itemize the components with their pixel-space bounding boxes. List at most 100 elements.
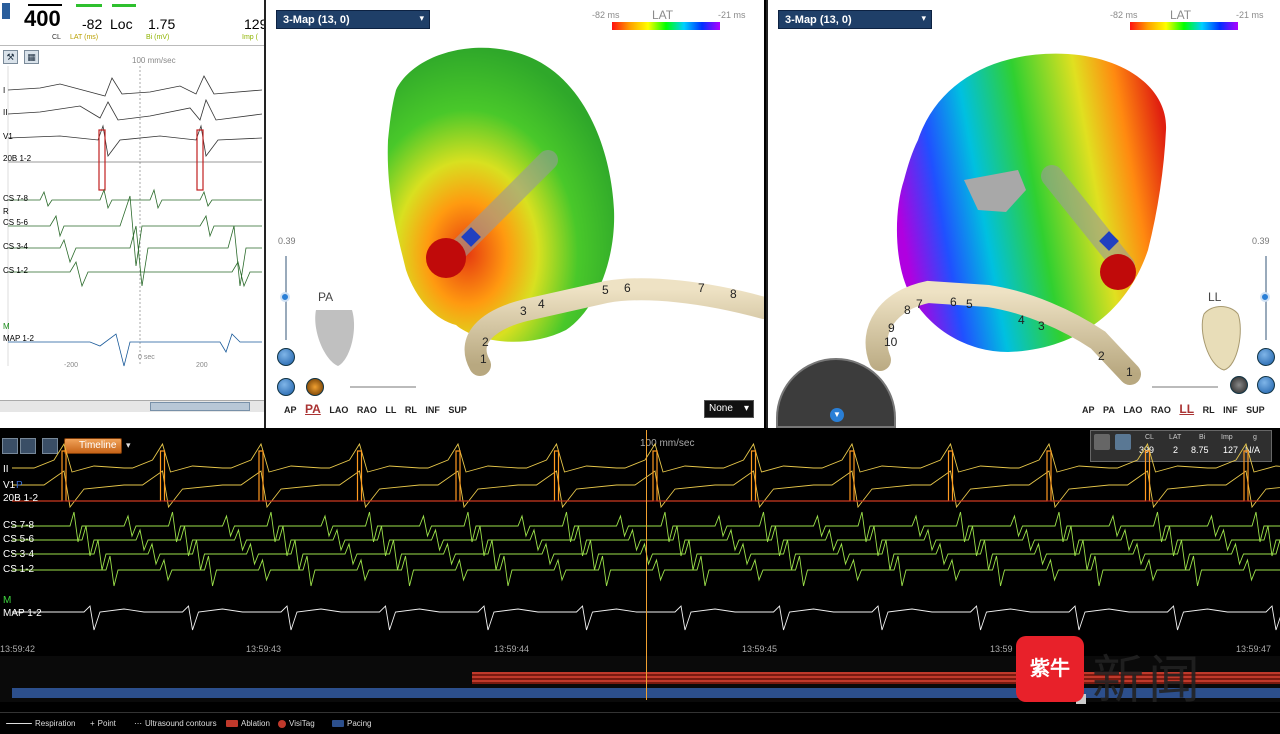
legend-ultrasound: ⋯ Ultrasound contours [134, 719, 217, 728]
left-toolbar: ⚒ ▦ [0, 48, 264, 66]
lead-label-ii: II [3, 108, 8, 117]
catheter-tip-red [1100, 254, 1136, 290]
trace-map [12, 605, 1280, 631]
tools-icon[interactable] [2, 438, 18, 454]
settings-icon[interactable] [20, 438, 36, 454]
map-a-visitag-icon[interactable] [306, 378, 324, 396]
map-b-3d-view[interactable]: 1 2 3 4 5 6 7 8 9 10 [768, 30, 1280, 390]
map-a-horizontal-slider[interactable] [350, 386, 416, 388]
timeline-button-label: Timeline [79, 440, 117, 451]
map-a-view-inf[interactable]: INF [425, 405, 440, 415]
timeline-cursor[interactable] [646, 430, 647, 700]
map-a-view-lao[interactable]: LAO [329, 405, 349, 415]
map-a-view-rl[interactable]: RL [404, 405, 417, 415]
bi-marker [112, 4, 136, 7]
map-a-dropdown-label: 3-Map (13, 0) [283, 14, 350, 26]
tick-neg-label: -200 [64, 362, 79, 369]
watermark-logo: 紫牛 [1016, 636, 1084, 702]
left-ecg-panel: 400 CL -82 Loc LAT (ms) 1.75 Bi (mV) 129… [0, 0, 266, 428]
map-b-visitag-icon[interactable] [1230, 376, 1248, 394]
imp-value: 129 [244, 16, 266, 32]
map-b-reset-icon[interactable] [1257, 376, 1275, 394]
map-b-view-rl[interactable]: RL [1202, 405, 1215, 415]
legend-respiration: Respiration [6, 719, 75, 728]
map-b-electrode-8: 8 [904, 303, 911, 317]
cl-marker [28, 4, 62, 6]
trace-cs-3 [12, 555, 1280, 587]
map-a-view-sup[interactable]: SUP [448, 405, 467, 415]
map-b-view-pa[interactable]: PA [1103, 405, 1115, 415]
lead-label-20b: 20B 1-2 [3, 154, 32, 163]
map-panel-ll[interactable]: 3-Map (13, 0) ▾ -82 ms LAT -21 ms [766, 0, 1280, 428]
bottom-ecg-traces [12, 442, 1280, 631]
legend-pacing-label: Pacing [347, 719, 372, 728]
stat-imp-value: 127 [1223, 445, 1239, 455]
bottom-lead-cs78: CS 7-8 [3, 520, 35, 531]
ablation-catheter-mesh [436, 150, 558, 272]
wrench-icon[interactable]: ⚒ [3, 50, 18, 64]
time-label-3: 13:59:44 [494, 644, 530, 654]
map-b-view-inf[interactable]: INF [1223, 405, 1238, 415]
map-a-reset-icon[interactable] [277, 378, 295, 396]
left-horizontal-scrollbar[interactable] [0, 400, 264, 412]
ablation-catheter-mesh [1041, 165, 1135, 277]
map-a-3d-view[interactable]: 1 2 3 4 5 6 7 8 [266, 30, 764, 390]
map-a-electrode-5: 5 [602, 283, 609, 297]
map-b-slider-handle[interactable] [1260, 292, 1270, 302]
map-panel-pa[interactable]: 3-Map (13, 0) ▾ -82 ms LAT -21 ms [266, 0, 764, 428]
map-b-view-sup[interactable]: SUP [1246, 405, 1265, 415]
bi-label: Bi (mV) [146, 34, 170, 41]
map-a-electrode-3: 3 [520, 304, 527, 318]
watermark-text: 新闻 [1092, 651, 1205, 711]
map-a-view-ll[interactable]: LL [385, 405, 397, 415]
map-a-slider-handle[interactable] [280, 292, 290, 302]
map-a-lat-colorbar [612, 22, 720, 30]
map-b-view-buttons: AP PA LAO RAO LL RL INF SUP [1082, 402, 1271, 416]
visitag-icon [278, 719, 286, 728]
map-a-view-rao[interactable]: RAO [356, 405, 377, 415]
save-icon[interactable] [42, 438, 58, 454]
cs-catheter [865, 280, 1141, 385]
cs-catheter [464, 278, 764, 376]
imp-label: Imp ( [242, 34, 258, 41]
map-b-view-ap[interactable]: AP [1082, 405, 1095, 415]
layout-icon[interactable]: ▦ [24, 50, 39, 64]
map-a-rotate-icon[interactable] [277, 348, 295, 366]
chevron-down-icon[interactable]: ▾ [126, 440, 131, 450]
stat-cl-value: 399 [1139, 445, 1155, 455]
none-dropdown[interactable]: None ▾ [704, 400, 754, 418]
map-b-horizontal-slider[interactable] [1152, 386, 1218, 388]
map-b-dropdown-label: 3-Map (13, 0) [785, 14, 852, 26]
map-b-view-lao[interactable]: LAO [1123, 405, 1143, 415]
map-b-lat-colorbar [1130, 22, 1238, 30]
lat-value: -82 [82, 16, 103, 32]
readout-toggle-icon[interactable] [2, 3, 10, 19]
map-b-rotate-icon[interactable] [1257, 348, 1275, 366]
map-b-electrode-6: 6 [950, 295, 957, 309]
trace-lead-v1 [12, 470, 1280, 509]
camera-icon[interactable] [1094, 434, 1110, 450]
none-dropdown-label: None [709, 403, 733, 414]
lead-label-cs78: CS 7-8 [3, 194, 28, 203]
map-a-dropdown[interactable]: 3-Map (13, 0) ▾ [276, 10, 430, 29]
map-a-view-pa[interactable]: PA [305, 402, 321, 416]
stat-imp-header: Imp [1221, 434, 1233, 441]
map-a-view-buttons: AP PA LAO RAO LL RL INF SUP [284, 402, 473, 416]
map-b-view-rao[interactable]: RAO [1150, 405, 1171, 415]
catheter-tip-blue [1099, 231, 1119, 251]
chevron-down-icon[interactable]: ▼ [830, 408, 844, 422]
legend-pacing: Pacing [332, 719, 371, 728]
legend-point-label: Point [97, 719, 116, 728]
catheter-tip-red [426, 238, 466, 278]
map-b-dropdown[interactable]: 3-Map (13, 0) ▾ [778, 10, 932, 29]
map-b-view-ll[interactable]: LL [1179, 402, 1195, 416]
map-a-view-ap[interactable]: AP [284, 405, 297, 415]
lead-label-cs56: CS 5-6 [3, 218, 28, 227]
bottom-lead-20b: 20B 1-2 [3, 493, 39, 504]
catheter-icon[interactable] [1115, 434, 1131, 450]
timeline-track[interactable] [0, 430, 1280, 704]
left-scroll-thumb[interactable] [150, 402, 250, 411]
legend-visitag: VisiTag [278, 719, 315, 728]
legend-point: + Point [90, 719, 116, 728]
stat-g-value: N/A [1245, 445, 1261, 455]
